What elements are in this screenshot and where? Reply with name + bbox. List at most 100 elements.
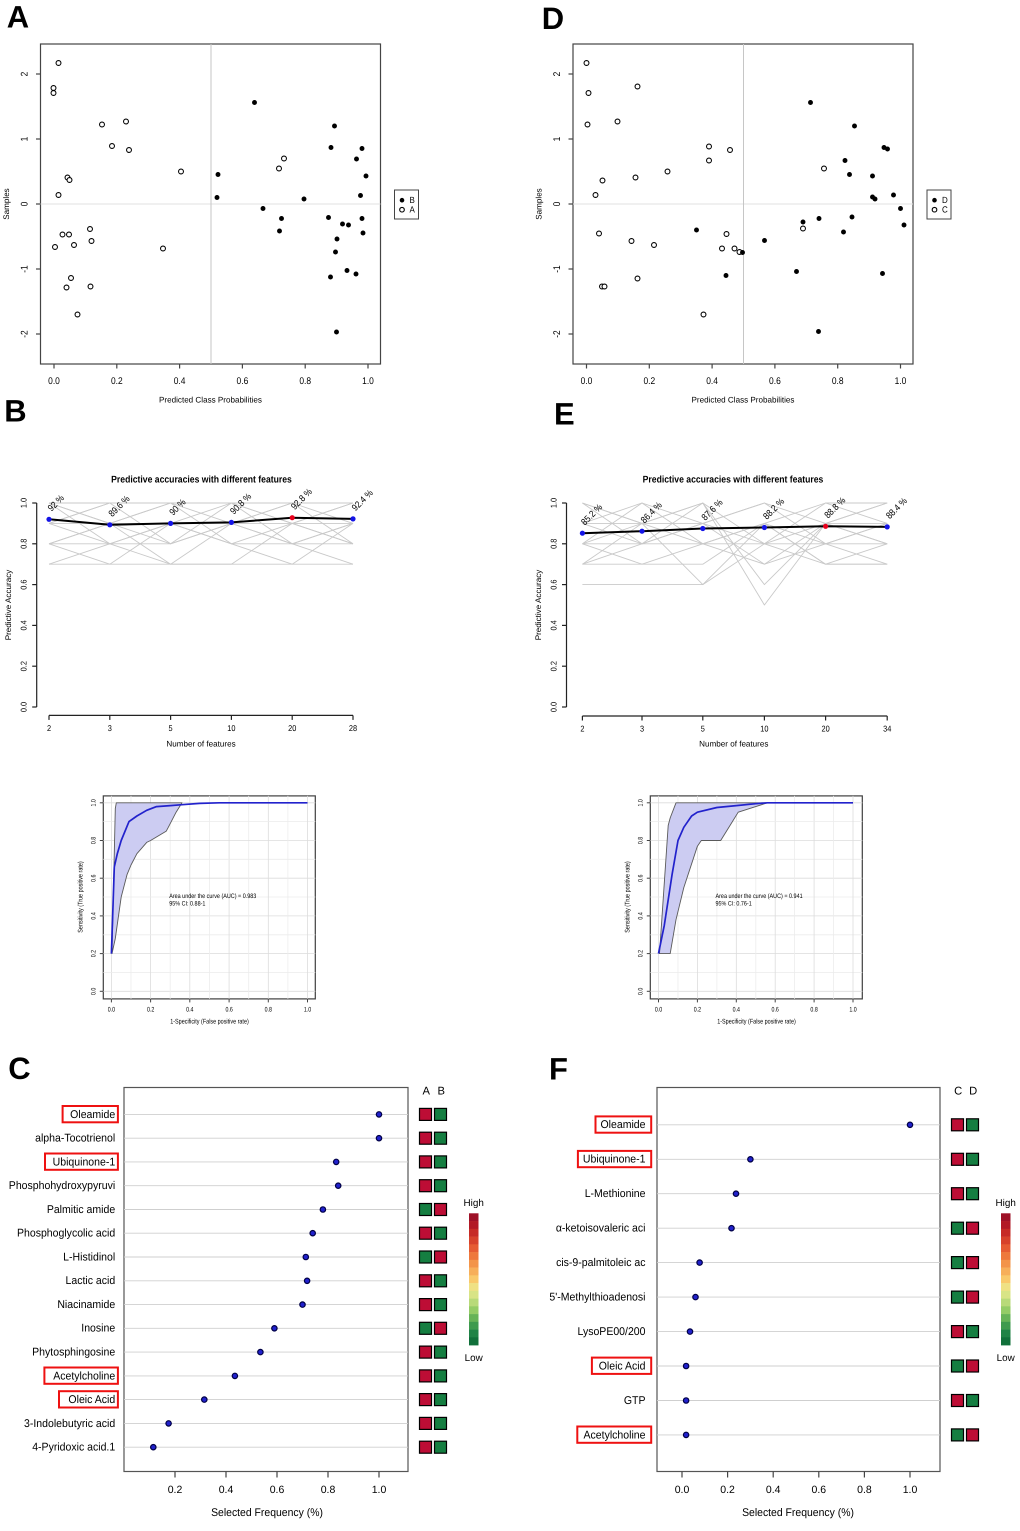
svg-text:95% CI: 0.88-1: 95% CI: 0.88-1 — [169, 900, 206, 907]
svg-text:D: D — [542, 1, 564, 36]
svg-text:C: C — [8, 1051, 30, 1086]
svg-text:0.4: 0.4 — [766, 1484, 781, 1496]
svg-text:F: F — [549, 1052, 568, 1087]
svg-text:0.0: 0.0 — [90, 987, 97, 995]
svg-text:0.4: 0.4 — [733, 1006, 741, 1013]
svg-text:Predictive Accuracy: Predictive Accuracy — [4, 569, 13, 641]
svg-text:0.4: 0.4 — [90, 912, 97, 920]
svg-text:0: 0 — [20, 201, 31, 206]
svg-text:Niacinamide: Niacinamide — [57, 1299, 115, 1311]
svg-text:0.8: 0.8 — [637, 837, 644, 845]
svg-text:95% CI: 0.76-1: 95% CI: 0.76-1 — [716, 900, 753, 907]
svg-text:3: 3 — [108, 723, 112, 733]
svg-text:0.8: 0.8 — [90, 837, 97, 845]
svg-text:Predictive accuracies with dif: Predictive accuracies with different fea… — [643, 475, 824, 486]
svg-text:A: A — [7, 0, 29, 35]
svg-text:1.0: 1.0 — [549, 498, 559, 509]
svg-text:1.0: 1.0 — [18, 498, 28, 509]
svg-text:0.8: 0.8 — [321, 1484, 336, 1496]
svg-text:1.0: 1.0 — [903, 1484, 918, 1496]
svg-text:0.8: 0.8 — [18, 538, 28, 549]
svg-text:α-ketoisovaleric aci: α-ketoisovaleric aci — [556, 1223, 646, 1235]
svg-text:2: 2 — [47, 723, 51, 733]
svg-text:1.0: 1.0 — [90, 799, 97, 807]
svg-text:1.0: 1.0 — [372, 1484, 387, 1496]
svg-text:0.6: 0.6 — [811, 1484, 826, 1496]
svg-text:Ubiquinone-1: Ubiquinone-1 — [583, 1154, 646, 1166]
svg-text:0.0: 0.0 — [549, 702, 559, 713]
svg-text:1.0: 1.0 — [304, 1006, 312, 1013]
svg-text:1.0: 1.0 — [362, 376, 374, 387]
svg-text:0.8: 0.8 — [810, 1006, 818, 1013]
svg-text:C: C — [954, 1086, 962, 1098]
svg-text:0.2: 0.2 — [111, 376, 123, 387]
svg-text:A: A — [422, 1086, 430, 1098]
svg-text:E: E — [554, 397, 575, 432]
svg-text:0.6: 0.6 — [549, 579, 559, 590]
svg-text:0.2: 0.2 — [694, 1006, 702, 1013]
svg-text:Phosphohydroxypyruvi: Phosphohydroxypyruvi — [9, 1180, 115, 1192]
svg-text:Lactic acid: Lactic acid — [66, 1275, 116, 1287]
svg-text:1-Specificity (False positive: 1-Specificity (False positive rate) — [717, 1019, 796, 1026]
svg-text:0.0: 0.0 — [581, 376, 593, 387]
svg-text:0.0: 0.0 — [48, 376, 60, 387]
svg-text:0.4: 0.4 — [706, 376, 718, 387]
svg-text:L-Histidinol: L-Histidinol — [63, 1251, 115, 1263]
svg-text:Acetylcholine: Acetylcholine — [53, 1370, 115, 1382]
svg-text:3-Indolebutyric acid: 3-Indolebutyric acid — [24, 1418, 115, 1430]
svg-text:Oleamide: Oleamide — [600, 1119, 645, 1131]
svg-text:0.0: 0.0 — [637, 987, 644, 995]
svg-text:High: High — [996, 1198, 1016, 1209]
svg-text:0.2: 0.2 — [90, 950, 97, 958]
svg-text:Number of features: Number of features — [166, 740, 235, 749]
svg-text:Number of features: Number of features — [699, 740, 768, 749]
svg-text:Oleamide: Oleamide — [70, 1109, 115, 1121]
svg-text:0.4: 0.4 — [219, 1484, 234, 1496]
svg-text:-1: -1 — [552, 265, 563, 273]
svg-text:LysoPE00/200: LysoPE00/200 — [577, 1326, 645, 1338]
svg-text:1.0: 1.0 — [637, 799, 644, 807]
svg-text:B: B — [410, 195, 415, 205]
svg-text:Palmitic amide: Palmitic amide — [47, 1204, 115, 1216]
svg-text:5: 5 — [169, 723, 173, 733]
svg-text:Samples: Samples — [2, 188, 11, 219]
svg-text:B: B — [437, 1086, 444, 1098]
svg-text:0.2: 0.2 — [18, 661, 28, 672]
svg-text:3: 3 — [640, 724, 644, 734]
svg-text:Selected Frequency (%): Selected Frequency (%) — [211, 1507, 323, 1519]
svg-text:0.0: 0.0 — [675, 1484, 690, 1496]
svg-text:D: D — [969, 1086, 977, 1098]
svg-text:0.6: 0.6 — [225, 1006, 233, 1013]
svg-text:Area under the curve (AUC) = 0: Area under the curve (AUC) = 0.941 — [716, 893, 803, 900]
svg-text:34: 34 — [883, 724, 891, 734]
svg-text:0.4: 0.4 — [637, 912, 644, 920]
svg-text:Acetylcholine: Acetylcholine — [584, 1429, 646, 1441]
svg-text:Ubiquinone-1: Ubiquinone-1 — [53, 1156, 116, 1168]
svg-text:20: 20 — [821, 724, 829, 734]
svg-text:B: B — [4, 394, 26, 429]
svg-text:0.6: 0.6 — [18, 579, 28, 590]
svg-text:0.2: 0.2 — [720, 1484, 735, 1496]
svg-text:0.6: 0.6 — [772, 1006, 780, 1013]
svg-text:Selected Frequency (%): Selected Frequency (%) — [742, 1507, 854, 1519]
svg-text:-2: -2 — [552, 330, 563, 338]
svg-text:0.2: 0.2 — [643, 376, 655, 387]
svg-text:0.2: 0.2 — [637, 950, 644, 958]
svg-text:Predicted Class Probabilities: Predicted Class Probabilities — [692, 396, 795, 405]
svg-text:2: 2 — [20, 72, 31, 77]
svg-text:0.6: 0.6 — [90, 874, 97, 882]
svg-text:Area under the curve (AUC) = 0: Area under the curve (AUC) = 0.983 — [169, 893, 256, 900]
svg-text:Predicted Class Probabilities: Predicted Class Probabilities — [159, 396, 262, 405]
svg-text:0.2: 0.2 — [549, 661, 559, 672]
svg-text:cis-9-palmitoleic ac: cis-9-palmitoleic ac — [556, 1257, 646, 1269]
svg-text:A: A — [410, 205, 415, 215]
svg-text:-2: -2 — [20, 330, 31, 338]
svg-text:1: 1 — [552, 137, 563, 142]
svg-text:10: 10 — [227, 723, 235, 733]
svg-text:High: High — [464, 1198, 484, 1209]
svg-text:0.0: 0.0 — [18, 702, 28, 713]
svg-text:10: 10 — [760, 724, 768, 734]
svg-text:Predictive accuracies with dif: Predictive accuracies with different fea… — [111, 475, 292, 486]
svg-text:Sensitivity (True positive rat: Sensitivity (True positive rate) — [78, 861, 85, 932]
svg-text:Sensitivity (True positive rat: Sensitivity (True positive rate) — [625, 861, 632, 932]
